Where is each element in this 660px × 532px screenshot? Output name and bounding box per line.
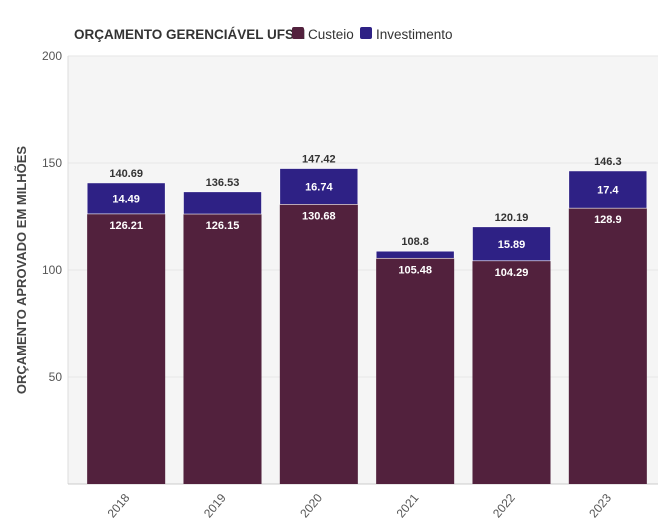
y-tick-label: 100 [42,263,62,277]
bar-custeio-2019 [183,214,262,484]
y-tick-label: 150 [42,156,62,170]
legend-swatch-investimento [360,27,372,39]
custeio-value-label: 130.68 [302,210,336,222]
custeio-value-label: 126.21 [109,220,143,232]
x-tick-labels: 2018 2019 2020 2021 2022 2023 [105,491,615,521]
x-tick-label: 2018 [105,491,133,521]
chart-title: ORÇAMENTO GERENCIÁVEL UFSM [74,27,305,42]
x-tick-label: 2020 [297,491,325,521]
bar-investimento-2021 [375,250,455,259]
x-tick-label: 2023 [586,491,614,521]
legend-swatch-custeio [292,27,304,39]
investimento-value-label: 15.89 [498,239,526,251]
bar-investimento-2022 [472,226,551,262]
bar-investimento-2018 [86,182,166,215]
investimento-value-label: 14.49 [112,193,140,205]
bar-investimento-2020 [279,168,359,205]
custeio-value-label: 104.29 [495,267,529,279]
custeio-value-label: 126.15 [206,220,240,232]
bar-custeio-2018 [87,213,166,485]
bar-custeio-2023 [568,208,647,485]
total-value-label: 108.8 [401,236,429,248]
bars: 126.21 14.49 140.69 126.15 136.53 130.68 16.74… [86,154,648,485]
legend: ORÇAMENTO GERENCIÁVEL UFSM Custeio Inves… [74,27,453,42]
x-tick-label: 2019 [201,491,229,521]
y-axis-label: ORÇAMENTO APROVADO EM MILHÕES [14,146,29,395]
custeio-value-label: 105.48 [398,264,432,276]
y-tick-label: 50 [49,370,63,384]
x-tick-label: 2021 [394,491,422,521]
investimento-value-label: 17.4 [597,185,619,197]
y-tick-labels: 50 100 150 200 [42,49,62,384]
bar-custeio-2022 [472,260,551,484]
total-value-label: 146.3 [594,156,622,168]
grid-lines [68,55,658,378]
total-value-label: 136.53 [206,177,240,189]
bar-investimento-2023 [568,170,648,209]
bar-investimento-2019 [183,191,262,215]
investimento-value-label: 16.74 [305,181,333,193]
total-value-label: 140.69 [109,168,143,180]
custeio-value-label: 128.9 [594,214,622,226]
y-tick-label: 200 [42,49,62,63]
bar-custeio-2021 [376,258,455,484]
legend-label-custeio: Custeio [308,27,354,42]
legend-label-investimento: Investimento [376,27,453,42]
bar-custeio-2020 [279,204,358,485]
total-value-label: 120.19 [495,212,529,224]
total-value-label: 147.42 [302,154,336,166]
x-tick-label: 2022 [490,491,518,521]
